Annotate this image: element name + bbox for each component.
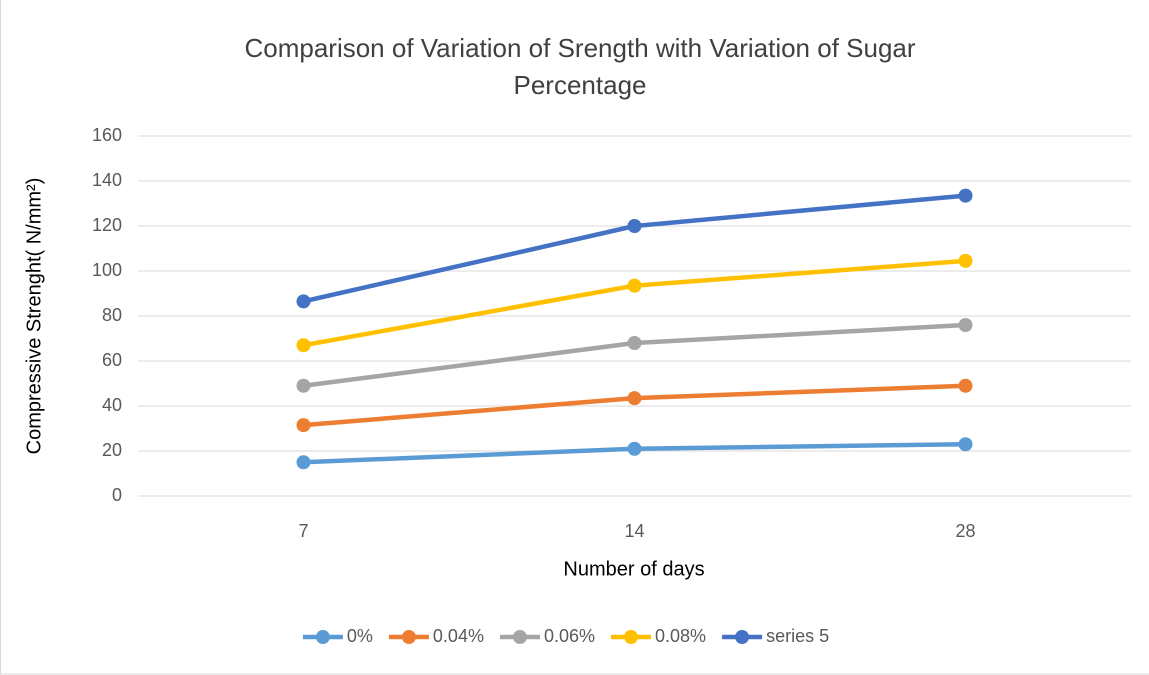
y-tick-label: 80 bbox=[102, 305, 122, 325]
legend-marker bbox=[401, 630, 416, 644]
data-point bbox=[627, 219, 642, 233]
y-tick-label: 100 bbox=[92, 260, 122, 280]
series-line bbox=[303, 322, 966, 388]
y-tick-label: 20 bbox=[102, 440, 122, 460]
legend-item: 0.06% bbox=[499, 626, 595, 646]
y-axis-label: Compressive Strenght( N/mm²) bbox=[23, 178, 45, 455]
data-point bbox=[958, 318, 973, 332]
x-tick-label: 28 bbox=[955, 521, 975, 541]
legend-marker bbox=[735, 630, 750, 644]
y-tick-label: 40 bbox=[102, 395, 122, 415]
data-point bbox=[627, 391, 642, 406]
legend-marker bbox=[624, 630, 639, 644]
chart-title: Comparison of Variation of Srength with … bbox=[244, 33, 916, 100]
legend-marker bbox=[512, 630, 527, 644]
legend-item: 0.08% bbox=[611, 626, 706, 646]
legend-label: series 5 bbox=[766, 626, 829, 646]
data-point bbox=[296, 418, 311, 433]
legend-label: 0% bbox=[347, 626, 373, 646]
data-point bbox=[296, 378, 311, 393]
data-point bbox=[627, 441, 642, 456]
x-tick-label: 14 bbox=[624, 521, 644, 541]
legend-marker bbox=[315, 630, 330, 644]
y-tick-label: 160 bbox=[92, 125, 122, 145]
data-point bbox=[296, 455, 311, 470]
x-axis-label: Number of days bbox=[563, 558, 704, 580]
data-point bbox=[296, 338, 311, 353]
legend-item: 0.04% bbox=[388, 626, 484, 646]
y-tick-label: 120 bbox=[92, 215, 122, 235]
data-point bbox=[627, 336, 642, 350]
y-tick-label: 140 bbox=[92, 170, 122, 190]
y-tick-label: 60 bbox=[102, 350, 122, 370]
legend-item: 0% bbox=[302, 626, 373, 646]
legend-label: 0.04% bbox=[433, 626, 484, 646]
data-point bbox=[958, 378, 973, 393]
y-tick-label: 0 bbox=[112, 485, 122, 505]
legend-label: 0.06% bbox=[544, 626, 595, 646]
legend-label: 0.08% bbox=[655, 626, 706, 646]
data-point bbox=[627, 278, 642, 293]
data-point bbox=[958, 188, 973, 203]
data-point bbox=[296, 294, 311, 309]
x-tick-label: 7 bbox=[298, 521, 308, 541]
data-point bbox=[958, 253, 973, 268]
legend-item: series 5 bbox=[722, 626, 829, 646]
data-point bbox=[958, 437, 973, 452]
